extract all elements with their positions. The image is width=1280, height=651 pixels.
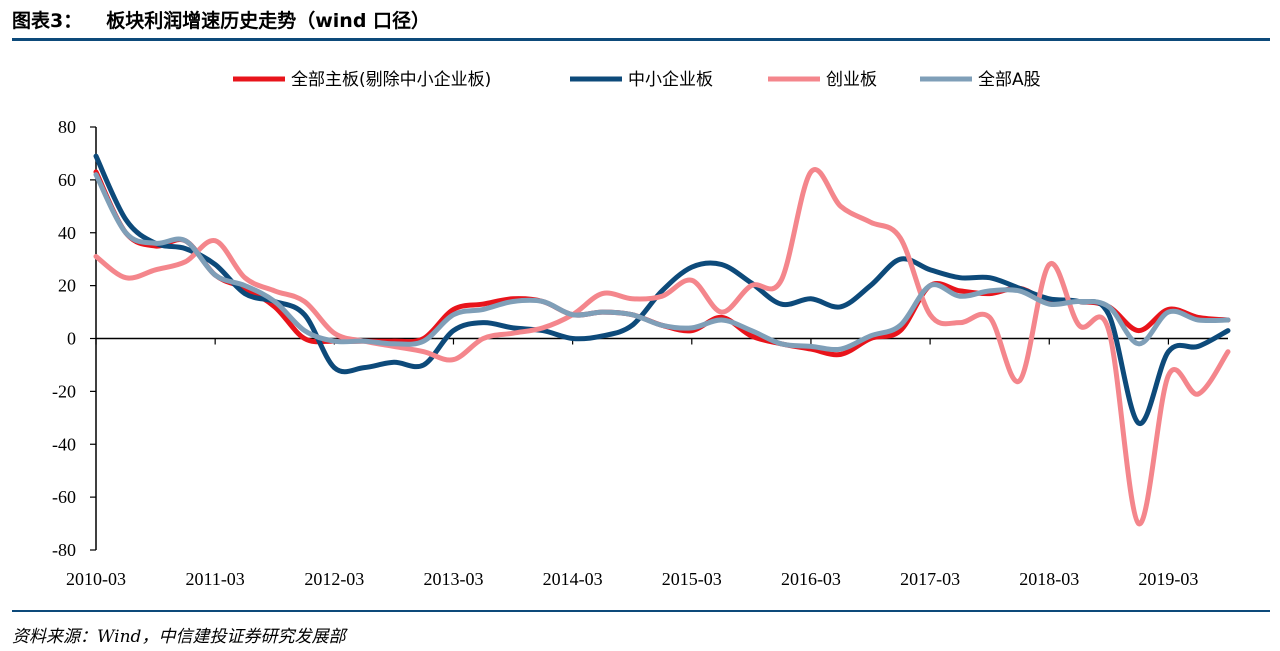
header-rule <box>12 38 1270 41</box>
legend-item-main-board: 全部主板(剔除中小企业板) <box>291 70 491 90</box>
y-tick-label: 40 <box>58 223 76 243</box>
x-tick-label: 2013-03 <box>423 569 483 589</box>
chart-title: 图表3： 板块利润增速历史走势（wind 口径） <box>12 6 430 33</box>
series-line-chinext <box>93 167 1231 527</box>
y-tick-label: -60 <box>52 487 76 507</box>
x-tick-label: 2012-03 <box>304 569 364 589</box>
y-tick-label: -80 <box>52 540 76 560</box>
x-tick-label: 2015-03 <box>662 569 722 589</box>
legend: 全部主板(剔除中小企业板) 中小企业板 创业板 全部A股 <box>233 70 1041 90</box>
y-tick-label: 20 <box>58 276 76 296</box>
x-tick-label: 2017-03 <box>900 569 960 589</box>
y-tick-label: -40 <box>52 434 76 454</box>
figure-label: 图表3： <box>12 10 83 32</box>
legend-item-chinext: 创业板 <box>826 70 877 90</box>
x-tick-label: 2019-03 <box>1138 569 1198 589</box>
legend-item-all-a: 全部A股 <box>978 70 1041 90</box>
y-tick-label: 60 <box>58 170 76 190</box>
legend-item-sme-board: 中小企业板 <box>628 70 713 90</box>
x-tick-label: 2016-03 <box>781 569 841 589</box>
series-line-all-a <box>93 172 1231 353</box>
x-tick-label: 2018-03 <box>1019 569 1079 589</box>
axes: 80 60 40 20 0 -20 -40 -60 -80 2010-03 2011-03 2012-… <box>52 117 1228 589</box>
source-note: 资料来源：Wind，中信建投证券研究发展部 <box>12 627 346 647</box>
x-tick-label: 2014-03 <box>543 569 603 589</box>
x-tick-label: 2010-03 <box>66 569 126 589</box>
series-line-sme-board <box>93 153 1231 426</box>
figure-title: 板块利润增速历史走势（wind 口径） <box>106 10 431 32</box>
y-tick-label: 80 <box>58 117 76 137</box>
x-tick-label: 2011-03 <box>185 569 244 589</box>
series-group <box>93 153 1231 527</box>
y-tick-label: -20 <box>52 381 76 401</box>
y-tick-label: 0 <box>67 329 76 349</box>
footer-rule <box>12 610 1270 612</box>
